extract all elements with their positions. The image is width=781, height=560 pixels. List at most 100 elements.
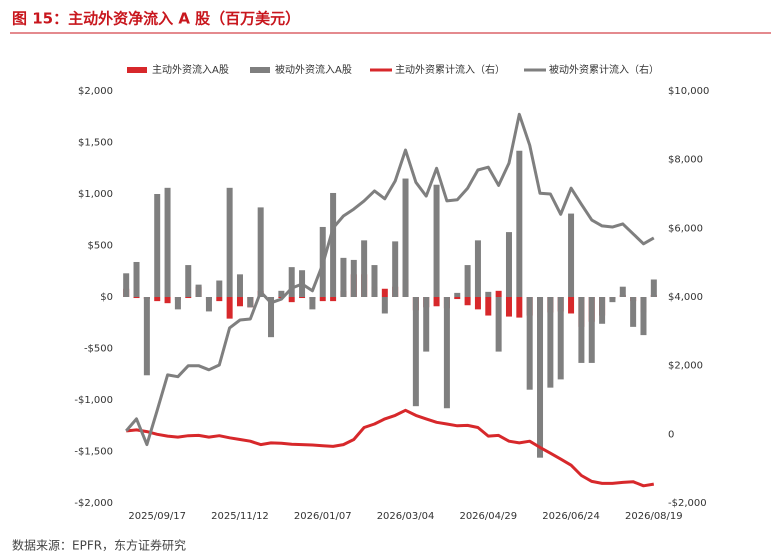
y-tick-label: $1,500 xyxy=(78,138,113,149)
bar xyxy=(330,297,337,302)
bar xyxy=(505,232,512,297)
legend-label: 被动外资流入A股 xyxy=(275,63,352,76)
bar xyxy=(454,297,461,300)
legend-label: 主动外资累计流入（右） xyxy=(395,63,505,76)
bar xyxy=(474,240,481,297)
x-tick-label: 2026/06/24 xyxy=(542,511,600,522)
bar xyxy=(185,297,192,299)
bar xyxy=(143,297,150,376)
bar xyxy=(268,297,275,338)
bar xyxy=(537,297,544,458)
bar xyxy=(236,297,243,307)
bar xyxy=(526,297,533,390)
line xyxy=(125,112,655,447)
bar xyxy=(123,273,130,297)
y2-tick-label: $8,000 xyxy=(668,155,703,166)
x-tick-label: 2025/09/17 xyxy=(128,511,186,522)
y2-tick-label: $2,000 xyxy=(668,361,703,372)
bar xyxy=(288,297,295,303)
legend-swatch xyxy=(127,67,147,73)
bar xyxy=(516,150,523,297)
bar xyxy=(609,297,616,303)
y2-tick-label: -$2,000 xyxy=(668,498,707,509)
bar xyxy=(516,297,523,318)
bar xyxy=(226,187,233,297)
bar xyxy=(226,297,233,319)
bar xyxy=(257,207,264,297)
bar xyxy=(164,187,171,297)
legend-swatch xyxy=(250,67,270,73)
bar xyxy=(454,292,461,297)
bar xyxy=(402,178,409,297)
y-tick-label: -$2,000 xyxy=(74,498,113,509)
bar xyxy=(599,297,606,324)
bar xyxy=(299,297,306,299)
bar xyxy=(630,297,637,327)
bar xyxy=(195,284,202,297)
bar xyxy=(247,297,254,308)
y-tick-label: $0 xyxy=(100,292,113,303)
bar xyxy=(216,297,223,302)
bar xyxy=(568,297,575,314)
bar xyxy=(650,279,657,297)
bar xyxy=(485,297,492,316)
bar xyxy=(495,290,502,297)
bar xyxy=(164,297,171,304)
bar xyxy=(154,194,161,297)
y2-tick-label: $4,000 xyxy=(668,292,703,303)
legend-label: 被动外资累计流入（右） xyxy=(549,63,659,76)
y-tick-label: -$1,500 xyxy=(74,447,113,458)
bar xyxy=(588,297,595,363)
bar xyxy=(381,288,388,297)
y2-tick-label: $10,000 xyxy=(668,86,709,97)
bar xyxy=(619,286,626,297)
bar xyxy=(495,297,502,352)
x-tick-label: 2025/11/12 xyxy=(211,511,269,522)
bar xyxy=(371,265,378,297)
bar xyxy=(361,240,368,297)
bar xyxy=(340,257,347,297)
y-tick-label: $2,000 xyxy=(78,86,113,97)
line xyxy=(126,408,655,488)
bar xyxy=(350,259,357,297)
bar xyxy=(205,297,212,312)
bar xyxy=(443,297,450,409)
x-tick-label: 2026/03/04 xyxy=(377,511,435,522)
bar xyxy=(474,297,481,310)
bar xyxy=(433,297,440,307)
bar xyxy=(330,192,337,297)
bar xyxy=(640,297,647,336)
bar xyxy=(319,297,326,302)
bar xyxy=(423,297,430,352)
bar xyxy=(309,297,316,310)
bar xyxy=(133,297,140,299)
y-tick-label: $500 xyxy=(88,241,113,252)
bar xyxy=(412,297,419,407)
bar xyxy=(288,267,295,297)
bar xyxy=(278,290,285,297)
bar xyxy=(381,297,388,314)
y2-tick-label: 0 xyxy=(668,429,674,440)
y-tick-label: $1,000 xyxy=(78,189,113,200)
chart-title: 图 15：主动外资净流入 A 股（百万美元） xyxy=(12,10,300,28)
bar xyxy=(133,261,140,297)
bar xyxy=(174,297,181,310)
bar xyxy=(392,241,399,297)
bar xyxy=(464,265,471,297)
bar xyxy=(185,265,192,297)
source: 数据来源：EPFR，东方证券研究 xyxy=(12,538,186,553)
bar xyxy=(547,297,554,388)
bar xyxy=(154,297,161,302)
bar xyxy=(464,297,471,306)
x-tick-label: 2026/01/07 xyxy=(294,511,352,522)
x-tick-label: 2026/08/19 xyxy=(625,511,683,522)
bar xyxy=(557,297,564,380)
bar xyxy=(216,280,223,297)
bar xyxy=(505,297,512,317)
x-tick-label: 2026/04/29 xyxy=(459,511,517,522)
y2-tick-label: $6,000 xyxy=(668,223,703,234)
legend-label: 主动外资流入A股 xyxy=(152,63,229,76)
bar xyxy=(236,274,243,297)
bar xyxy=(433,184,440,297)
